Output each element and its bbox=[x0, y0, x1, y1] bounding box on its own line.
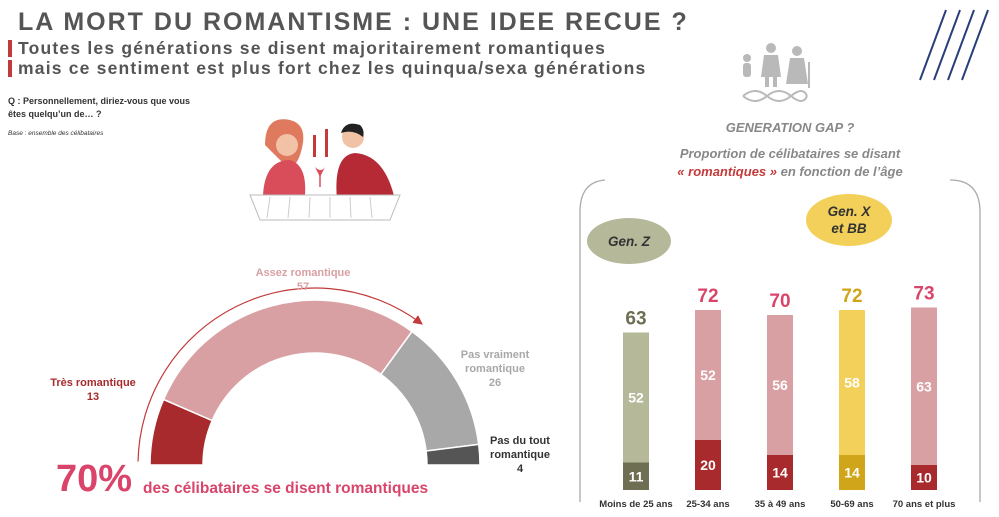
panel-heading: GENERATION GAP ? bbox=[725, 120, 855, 135]
category-label: 35 à 49 ans bbox=[755, 499, 806, 510]
decorative-lines bbox=[919, 9, 989, 81]
bar-value-tres: 11 bbox=[629, 468, 644, 484]
bar-value-assez: 52 bbox=[628, 390, 644, 406]
question-text: Q : Personnellement, diriez-vous que vou… bbox=[8, 96, 191, 119]
bar-tres-romantique bbox=[911, 465, 937, 490]
gen-x-label: Gen. X bbox=[827, 204, 871, 219]
bar-tres-romantique bbox=[623, 462, 649, 490]
bar-total-label: 63 bbox=[625, 309, 646, 330]
age-bar-chart: 11 52 63 Moins de 25 ans 20 52 72 25-34 ans 14 56… bbox=[599, 284, 956, 511]
bar-assez-romantique bbox=[695, 310, 721, 440]
bar-value-assez: 58 bbox=[844, 375, 860, 391]
bar-assez-romantique bbox=[839, 310, 865, 455]
slice-label: Assez romantique bbox=[256, 267, 351, 279]
bar-assez-romantique bbox=[767, 315, 793, 455]
gen-z-label: Gen. Z bbox=[607, 233, 650, 249]
bar-value-tres: 14 bbox=[844, 465, 860, 481]
progress-arrow bbox=[137, 287, 423, 462]
bb-label: et BB bbox=[831, 221, 867, 236]
subtitle-line-1: Toutes les générations se disent majorit… bbox=[18, 38, 607, 58]
gen-z-bubble: Gen. Z bbox=[587, 218, 671, 264]
base-note: Base : ensemble des célibataires bbox=[8, 130, 104, 137]
slice-value: 26 bbox=[489, 377, 501, 389]
bar-total-label: 73 bbox=[913, 284, 934, 305]
bar-tres-romantique bbox=[839, 455, 865, 490]
panel-subtitle-line-2: « romantiques » en fonction de l’âge bbox=[610, 164, 970, 179]
slice-assez-romantique bbox=[162, 299, 414, 422]
slice-value: 4 bbox=[517, 463, 524, 475]
subtitle-line-2: mais ce sentiment est plus fort chez les… bbox=[18, 58, 647, 78]
slice-label: Pas du tout bbox=[490, 435, 550, 447]
bar-value-assez: 63 bbox=[916, 378, 932, 394]
accent-bar bbox=[8, 60, 12, 77]
romantiques-highlight: « romantiques » bbox=[677, 164, 777, 179]
kpi-text: des célibataires se disent romantiques bbox=[143, 480, 429, 497]
bar-assez-romantique bbox=[623, 332, 649, 463]
kpi-value: 70% bbox=[56, 458, 133, 500]
generations-icon bbox=[742, 43, 810, 102]
page-title: LA MORT DU ROMANTISME : UNE IDEE RECUE ? bbox=[18, 8, 689, 36]
bar-total-label: 72 bbox=[697, 286, 718, 307]
bar-value-tres: 20 bbox=[700, 457, 716, 473]
couple-dinner-illustration bbox=[249, 119, 401, 221]
category-label: 50-69 ans bbox=[830, 499, 873, 510]
bar-tres-romantique bbox=[767, 455, 793, 490]
bar-total-label: 72 bbox=[841, 286, 862, 307]
bar-value-assez: 52 bbox=[700, 367, 716, 383]
slice-value: 13 bbox=[87, 391, 99, 403]
slice-label: Très romantique bbox=[50, 377, 136, 389]
slice-label: romantique bbox=[465, 363, 525, 375]
bar-value-tres: 10 bbox=[916, 470, 932, 486]
half-donut-chart: Très romantique 13 Assez romantique 57 Pas v… bbox=[50, 267, 550, 475]
bar-value-tres: 14 bbox=[772, 465, 788, 481]
slice-value: 57 bbox=[297, 281, 309, 293]
accent-bar bbox=[8, 40, 12, 57]
gen-x-bb-bubble: Gen. X et BB bbox=[806, 194, 892, 246]
bar-assez-romantique bbox=[911, 307, 937, 465]
slice-pas-du-tout-romantique bbox=[425, 443, 481, 466]
slice-label: romantique bbox=[490, 449, 550, 461]
slice-label: Pas vraiment bbox=[461, 349, 530, 361]
bar-tres-romantique bbox=[695, 440, 721, 490]
category-label: Moins de 25 ans bbox=[599, 499, 672, 510]
panel-frame bbox=[579, 179, 981, 502]
bar-value-assez: 56 bbox=[772, 377, 788, 393]
bar-total-label: 70 bbox=[769, 291, 790, 312]
panel-subtitle-line-1: Proportion de célibataires se disant bbox=[679, 146, 901, 161]
panel-subtitle-rest: en fonction de l’âge bbox=[777, 164, 903, 179]
category-label: 25-34 ans bbox=[686, 499, 729, 510]
category-label: 70 ans et plus bbox=[893, 499, 956, 510]
